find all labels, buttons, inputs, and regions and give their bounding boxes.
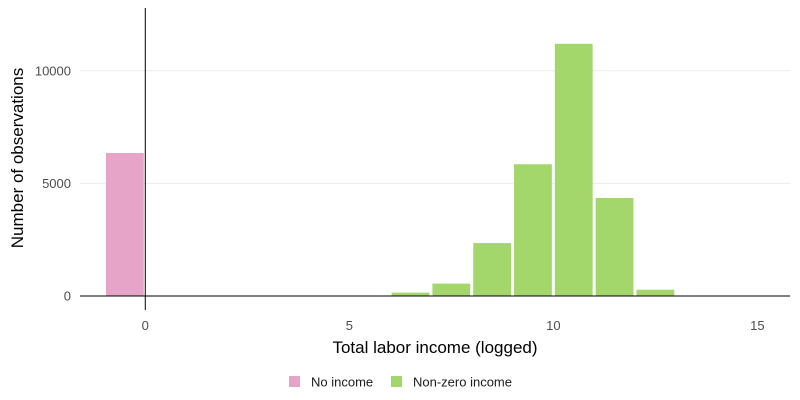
x-axis-title: Total labor income (logged) <box>332 338 537 357</box>
legend-label: No income <box>311 375 373 390</box>
x-tick-label: 0 <box>142 318 149 333</box>
bar-non-zero-income <box>595 198 634 296</box>
y-tick-label: 10000 <box>35 63 71 78</box>
legend-item: No income <box>289 375 373 390</box>
axes <box>80 8 790 310</box>
legend-swatch <box>289 376 300 387</box>
x-tick-label: 10 <box>546 318 560 333</box>
bar-non-zero-income <box>473 243 512 296</box>
x-tick-label: 5 <box>346 318 353 333</box>
tick-labels: 0 5 10 15 0 5000 10000 <box>35 63 765 333</box>
bar-non-zero-income <box>636 289 675 296</box>
bar-non-zero-income <box>391 292 430 296</box>
legend: No income Non-zero income <box>289 375 512 390</box>
bar-no-income <box>105 153 144 296</box>
x-tick-label: 15 <box>750 318 764 333</box>
legend-item: Non-zero income <box>391 375 512 390</box>
gridlines <box>80 70 790 297</box>
bars <box>105 43 675 296</box>
y-axis-title: Number of observations <box>8 68 27 248</box>
y-tick-label: 5000 <box>42 176 71 191</box>
legend-swatch <box>391 376 402 387</box>
y-tick-label: 0 <box>64 289 71 304</box>
legend-label: Non-zero income <box>413 375 512 390</box>
bar-non-zero-income <box>514 164 552 296</box>
bar-non-zero-income <box>432 283 471 296</box>
bar-non-zero-income <box>554 43 593 296</box>
